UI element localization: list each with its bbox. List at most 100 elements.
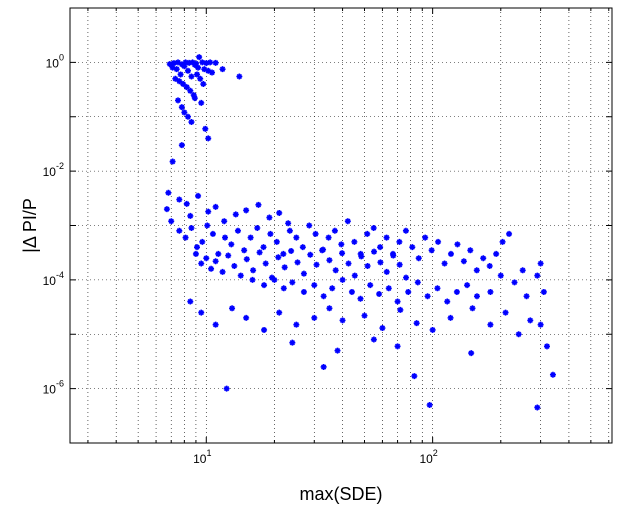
data-point xyxy=(181,63,188,70)
data-point xyxy=(188,224,195,231)
data-point xyxy=(234,227,241,234)
data-point xyxy=(249,276,256,283)
data-point xyxy=(184,67,191,74)
data-point xyxy=(288,247,295,254)
data-point xyxy=(177,71,184,78)
data-point xyxy=(261,282,268,289)
y-tick-exponent: -6 xyxy=(56,379,64,389)
data-point xyxy=(320,246,327,253)
data-point xyxy=(205,135,212,142)
data-point xyxy=(169,64,176,71)
data-point xyxy=(268,274,275,281)
data-point xyxy=(515,331,522,338)
data-point xyxy=(187,212,194,219)
data-point xyxy=(549,371,556,378)
data-point xyxy=(411,373,418,380)
data-point xyxy=(537,260,544,267)
data-point xyxy=(468,350,475,357)
data-point xyxy=(447,250,454,257)
data-point xyxy=(187,298,194,305)
data-point xyxy=(540,288,547,295)
data-point xyxy=(326,305,333,312)
data-point xyxy=(188,119,195,126)
data-point xyxy=(199,59,206,66)
data-point xyxy=(192,250,199,257)
data-point xyxy=(202,125,209,132)
data-point xyxy=(182,59,189,66)
data-point xyxy=(271,276,278,283)
data-point xyxy=(163,206,170,213)
data-point xyxy=(307,251,314,258)
data-point xyxy=(289,339,296,346)
data-point xyxy=(247,234,254,241)
data-point xyxy=(173,66,180,73)
data-point xyxy=(280,250,287,257)
data-point xyxy=(209,69,216,76)
data-point xyxy=(236,73,243,80)
data-point xyxy=(191,61,198,68)
data-point xyxy=(519,267,526,274)
data-point xyxy=(405,288,412,295)
data-point xyxy=(361,312,368,319)
data-point xyxy=(523,293,530,300)
data-point xyxy=(339,317,346,324)
data-point xyxy=(396,261,403,268)
data-point xyxy=(396,238,403,245)
data-point xyxy=(178,142,185,149)
data-point xyxy=(383,268,390,275)
data-point xyxy=(444,298,451,305)
data-point xyxy=(414,279,421,286)
data-point xyxy=(385,285,392,292)
data-point xyxy=(377,259,384,266)
data-point xyxy=(325,234,332,241)
data-point xyxy=(204,222,211,229)
data-point xyxy=(184,113,191,120)
data-point xyxy=(367,282,374,289)
data-point xyxy=(460,258,467,265)
data-point xyxy=(511,279,518,286)
data-point xyxy=(358,253,365,260)
data-point xyxy=(320,363,327,370)
data-point xyxy=(537,321,544,328)
data-point xyxy=(487,321,494,328)
data-point xyxy=(338,241,345,248)
data-point xyxy=(262,260,269,267)
data-point xyxy=(424,293,431,300)
data-point xyxy=(266,214,273,221)
data-point xyxy=(255,201,262,208)
data-point xyxy=(345,260,352,267)
data-point xyxy=(402,227,409,234)
tick-marks xyxy=(70,7,612,444)
data-point xyxy=(187,87,194,94)
data-point xyxy=(176,227,183,234)
data-point xyxy=(311,314,318,321)
data-point xyxy=(486,262,493,269)
data-point xyxy=(170,60,177,67)
y-tick-base: 10 xyxy=(43,383,57,397)
data-point xyxy=(194,244,201,251)
y-tick-label: 10-2 xyxy=(43,161,64,179)
data-point xyxy=(231,262,238,269)
data-point xyxy=(212,258,219,265)
data-point xyxy=(480,255,487,262)
data-point xyxy=(250,267,257,274)
data-point xyxy=(426,401,433,408)
data-point xyxy=(454,241,461,248)
data-point xyxy=(306,222,313,229)
data-point xyxy=(222,234,229,241)
data-point xyxy=(281,264,288,271)
data-point xyxy=(311,282,318,289)
data-point xyxy=(351,238,358,245)
data-point xyxy=(383,234,390,241)
data-point xyxy=(371,248,378,255)
data-point xyxy=(293,234,300,241)
data-point xyxy=(280,285,287,292)
data-point xyxy=(180,81,187,88)
data-point xyxy=(229,305,236,312)
data-point xyxy=(221,218,228,225)
data-point xyxy=(203,255,210,262)
y-tick-base: 10 xyxy=(43,274,57,288)
data-point xyxy=(344,218,351,225)
data-point xyxy=(209,230,216,237)
